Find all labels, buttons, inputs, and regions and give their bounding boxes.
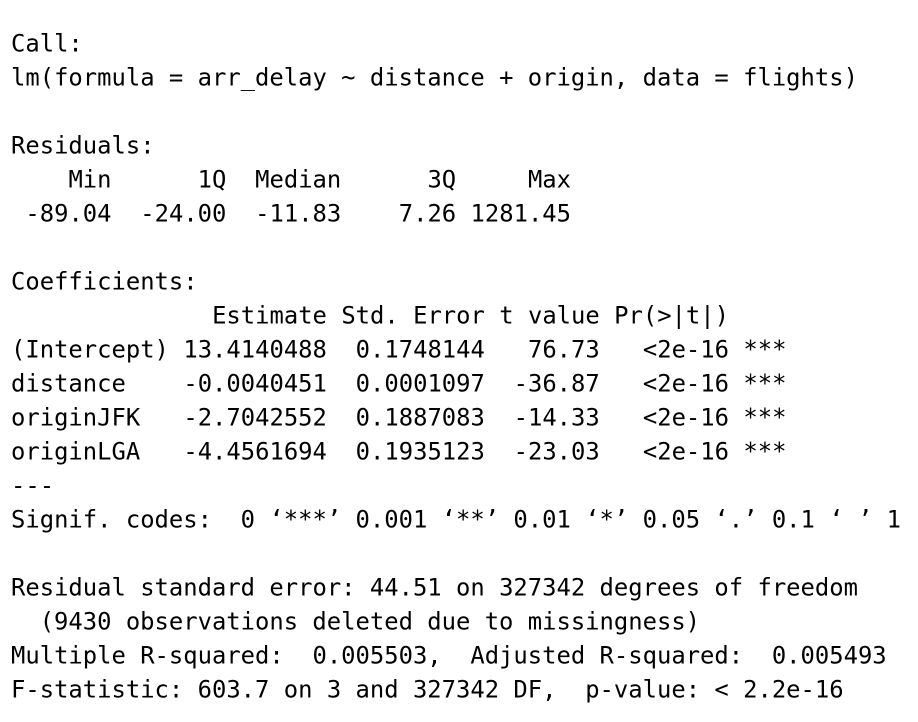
r-squared: Multiple R-squared: 0.005503, Adjusted R… bbox=[11, 642, 887, 670]
residual-column-header: 1Q bbox=[198, 166, 227, 194]
signif-codes: Signif. codes: 0 ‘***’ 0.001 ‘**’ 0.01 ‘… bbox=[11, 506, 901, 534]
coef-cell: 0.0001097 bbox=[356, 370, 485, 398]
coef-cell: -2.7042552 bbox=[183, 404, 327, 432]
coef-cell: -0.0040451 bbox=[183, 370, 327, 398]
coef-term: distance bbox=[11, 370, 126, 398]
coef-cell: <2e-16 bbox=[643, 438, 729, 466]
residual-value: -11.83 bbox=[255, 200, 341, 228]
residuals-heading: Residuals: bbox=[11, 132, 155, 160]
coef-cell: 0.1748144 bbox=[356, 336, 485, 364]
residual-value: -89.04 bbox=[25, 200, 111, 228]
coef-signif: *** bbox=[743, 438, 786, 466]
coef-signif: *** bbox=[743, 336, 786, 364]
coef-cell: <2e-16 bbox=[643, 370, 729, 398]
coef-column-header: Estimate bbox=[212, 302, 327, 330]
call-heading: Call: bbox=[11, 30, 83, 58]
coef-column-header: Std. Error bbox=[341, 302, 485, 330]
coef-column-header: Pr(>|t|) bbox=[614, 302, 729, 330]
residual-value: -24.00 bbox=[140, 200, 226, 228]
coef-cell: <2e-16 bbox=[643, 404, 729, 432]
coef-term: originJFK bbox=[11, 404, 141, 432]
coef-cell: 0.1887083 bbox=[356, 404, 485, 432]
coefficients-heading: Coefficients: bbox=[11, 268, 198, 296]
coef-signif: *** bbox=[743, 370, 786, 398]
coef-cell: 76.73 bbox=[528, 336, 600, 364]
coef-cell: -4.4561694 bbox=[183, 438, 327, 466]
missing-note: (9430 observations deleted due to missin… bbox=[40, 608, 700, 636]
f-statistic: F-statistic: 603.7 on 3 and 327342 DF, p… bbox=[11, 676, 844, 704]
coef-cell: 0.1935123 bbox=[356, 438, 485, 466]
coef-cell: -23.03 bbox=[514, 438, 600, 466]
coef-cell: -36.87 bbox=[514, 370, 600, 398]
residual-column-header: Min bbox=[68, 166, 111, 194]
coef-cell: 13.4140488 bbox=[183, 336, 327, 364]
residual-column-header: 3Q bbox=[427, 166, 456, 194]
residual-column-header: Max bbox=[528, 166, 571, 194]
residual-se: Residual standard error: 44.51 on 327342… bbox=[11, 574, 858, 602]
call-formula: lm(formula = arr_delay ~ distance + orig… bbox=[11, 64, 858, 92]
residual-column-header: Median bbox=[255, 166, 341, 194]
residual-value: 1281.45 bbox=[471, 200, 572, 228]
coef-column-header: t value bbox=[499, 302, 600, 330]
residual-value: 7.26 bbox=[399, 200, 456, 228]
coef-term: (Intercept) bbox=[11, 336, 169, 364]
coef-cell: -14.33 bbox=[514, 404, 600, 432]
coef-term: originLGA bbox=[11, 438, 140, 466]
separator: --- bbox=[11, 472, 54, 500]
coef-cell: <2e-16 bbox=[643, 336, 729, 364]
coef-signif: *** bbox=[743, 404, 786, 432]
